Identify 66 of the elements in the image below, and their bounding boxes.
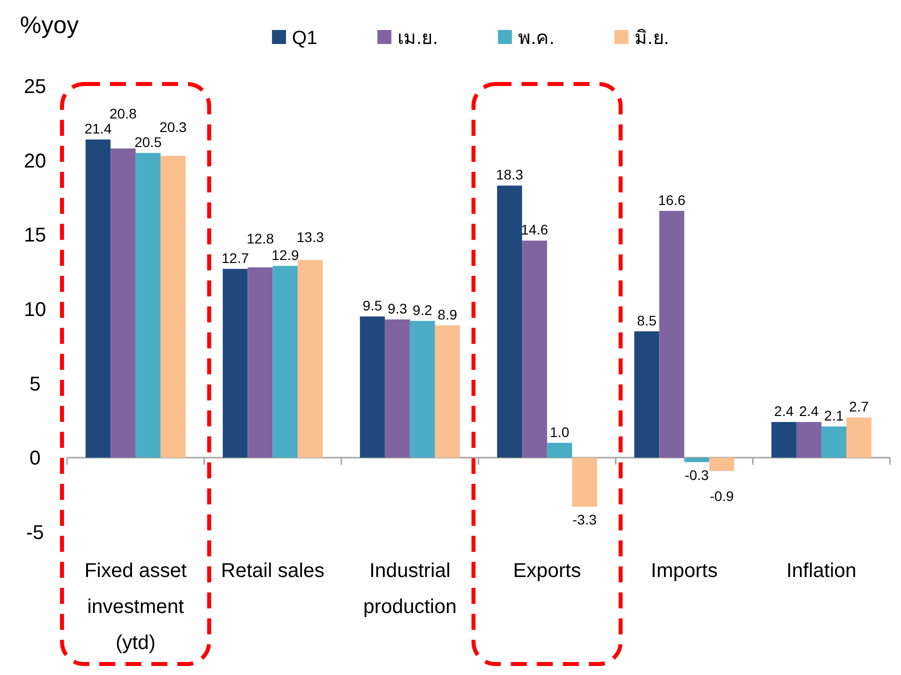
bar [272,266,298,458]
x-tick-label: Retail sales [221,560,324,582]
data-label: 20.3 [159,118,187,135]
data-label: 8.9 [438,306,458,322]
bar [434,325,460,458]
bar [110,148,136,458]
data-label: 14.6 [520,222,548,238]
data-label: 9.3 [388,300,408,316]
bar [771,422,796,458]
x-tick-label: Industrial production [363,560,457,618]
bar [709,458,734,472]
data-label: 20.8 [109,105,137,122]
data-label: -3.3 [572,512,597,528]
data-label: 2.4 [774,402,794,419]
x-tick-label: Exports [513,560,581,582]
data-label: 20.5 [134,134,162,150]
x-tick-label: Inflation [786,560,856,582]
legend-label: มิ.ย. [634,28,670,49]
data-label: 9.5 [362,297,382,314]
bar [86,140,111,458]
y-tick-label: 25 [24,76,46,98]
legend-label: Q1 [292,28,318,49]
y-tick-label: 0 [29,448,41,470]
data-label: 1.0 [550,424,570,440]
bar [522,240,548,458]
legend-label: เม.ย. [397,28,438,49]
bar [410,320,435,458]
data-label: -0.9 [710,488,734,504]
bar [298,260,323,458]
bar [497,186,522,458]
data-label: 12.8 [246,230,274,246]
data-label: -0.3 [684,467,710,484]
bar [659,210,684,458]
data-label: 16.6 [658,192,686,208]
y-axis-title: %yoy [20,12,79,39]
data-label: 12.7 [222,250,250,266]
bar [360,316,385,458]
x-tick-label: Fixed asset investment (ytd) [84,560,188,654]
data-label: 12.9 [272,246,300,263]
data-label: 2.1 [824,407,844,424]
bar [684,458,710,462]
y-tick-label: 5 [29,373,41,396]
legend-label: พ.ค. [518,28,554,49]
y-tick-label: 10 [24,299,46,321]
y-tick-label: 20 [24,150,46,172]
bar [572,458,598,507]
data-label: 13.3 [296,228,324,245]
bar [821,426,846,458]
bar [547,442,572,458]
data-label: 21.4 [84,120,112,137]
bar [846,418,872,458]
data-label: 18.3 [496,166,524,183]
bar [796,422,822,458]
data-label: 2.7 [849,398,869,415]
bar [384,319,410,458]
bar [248,267,273,458]
data-label: 8.5 [637,312,657,328]
bar [160,156,186,458]
y-tick-label: -5 [26,522,44,544]
bar [222,268,248,458]
y-tick-label: 15 [24,224,46,247]
bar [136,152,161,458]
bar [634,331,660,458]
data-label: 2.4 [799,402,819,419]
x-tick-label: Imports [650,560,718,582]
data-label: 9.2 [412,302,432,318]
